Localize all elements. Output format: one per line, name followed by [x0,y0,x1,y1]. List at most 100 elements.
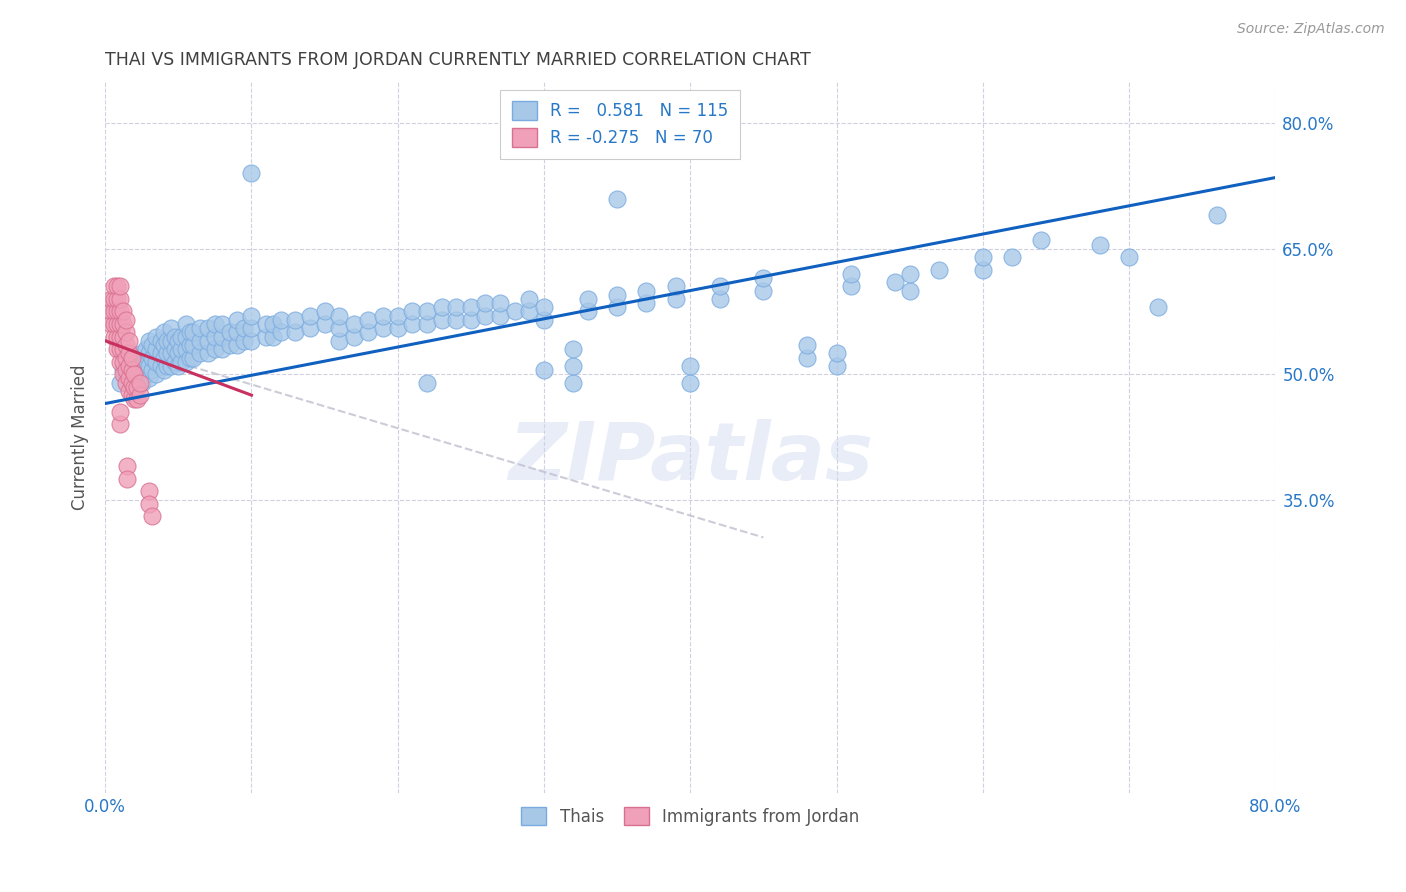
Point [111,354,134,368]
Point [115,368,138,382]
Point [160,359,183,373]
Text: Source: ZipAtlas.com: Source: ZipAtlas.com [1237,22,1385,37]
Point [127,351,149,365]
Point [825,359,848,373]
Point [343,329,366,343]
Point [100,292,122,306]
Point [474,296,496,310]
Point [160,321,183,335]
Point [167,334,190,348]
Point [401,304,423,318]
Point [489,296,512,310]
Point [328,334,350,348]
Point [218,326,240,340]
Point [135,354,157,368]
Point [121,359,143,373]
Point [156,346,179,360]
Point [135,368,157,382]
Point [124,380,146,394]
Point [165,329,187,343]
Point [160,334,183,348]
Point [138,497,160,511]
Point [129,388,152,402]
Point [121,376,143,390]
Point [709,292,731,306]
Point [141,363,163,377]
Point [127,392,149,407]
Point [124,380,146,394]
Text: THAI VS IMMIGRANTS FROM JORDAN CURRENTLY MARRIED CORRELATION CHART: THAI VS IMMIGRANTS FROM JORDAN CURRENTLY… [105,51,811,69]
Point [145,342,167,356]
Point [129,376,152,390]
Point [167,359,190,373]
Point [416,304,439,318]
Point [211,329,233,343]
Point [254,329,277,343]
Point [167,346,190,360]
Point [121,363,143,377]
Point [174,317,197,331]
Point [328,309,350,323]
Point [108,405,131,419]
Point [121,388,143,402]
Point [111,329,134,343]
Point [156,359,179,373]
Point [152,363,174,377]
Point [825,346,848,360]
Point [606,287,628,301]
Point [460,300,482,314]
Point [284,313,307,327]
Point [145,354,167,368]
Point [117,359,139,373]
Point [103,329,125,343]
Point [108,304,131,318]
Point [430,300,453,314]
Point [108,292,131,306]
Point [387,321,409,335]
Point [174,329,197,343]
Point [679,376,702,390]
Point [665,279,688,293]
Point [387,309,409,323]
Point [533,300,555,314]
Point [121,351,143,365]
Point [124,368,146,382]
Point [165,354,187,368]
Point [127,380,149,394]
Point [100,317,122,331]
Point [562,342,585,356]
Point [179,326,201,340]
Point [240,321,263,335]
Y-axis label: Currently Married: Currently Married [72,364,89,509]
Point [115,459,138,474]
Point [174,354,197,368]
Point [108,279,131,293]
Point [170,354,193,368]
Point [430,313,453,327]
Point [127,359,149,373]
Point [108,342,131,356]
Point [225,338,247,352]
Point [138,359,160,373]
Point [709,279,731,293]
Point [105,304,128,318]
Point [533,313,555,327]
Point [489,309,512,323]
Point [145,329,167,343]
Point [105,279,128,293]
Point [100,304,122,318]
Point [165,342,187,356]
Point [839,267,862,281]
Legend: Thais, Immigrants from Jordan: Thais, Immigrants from Jordan [513,798,868,834]
Point [138,484,160,499]
Point [197,321,219,335]
Point [371,309,394,323]
Point [298,321,321,335]
Point [188,334,211,348]
Point [606,300,628,314]
Point [156,334,179,348]
Point [752,284,775,298]
Point [636,296,658,310]
Point [114,363,136,377]
Point [114,326,136,340]
